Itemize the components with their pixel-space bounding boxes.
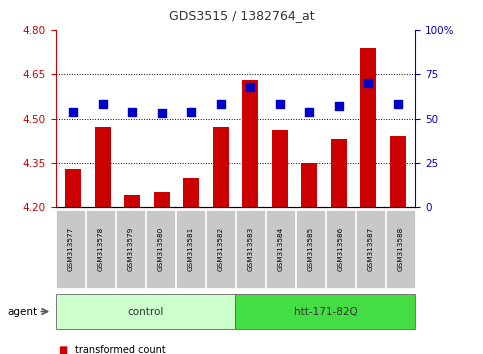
Point — [99, 102, 107, 107]
Bar — [330, 139, 347, 207]
Point — [335, 103, 342, 109]
Text: htt-171-82Q: htt-171-82Q — [294, 307, 357, 316]
Bar — [124, 195, 141, 207]
Point — [187, 109, 195, 114]
Bar — [360, 48, 376, 207]
Point — [364, 80, 372, 86]
Text: GSM313577: GSM313577 — [68, 227, 73, 271]
Bar — [95, 127, 111, 207]
Point — [217, 102, 225, 107]
Point — [246, 84, 254, 90]
Text: GSM313583: GSM313583 — [247, 227, 254, 271]
Text: GSM313581: GSM313581 — [187, 227, 194, 271]
Text: GSM313578: GSM313578 — [98, 227, 103, 271]
Point — [128, 109, 136, 114]
Point — [276, 102, 284, 107]
Text: GSM313582: GSM313582 — [217, 227, 224, 271]
Text: ■: ■ — [58, 346, 67, 354]
Text: GSM313587: GSM313587 — [368, 227, 373, 271]
Bar — [213, 127, 229, 207]
Text: agent: agent — [7, 307, 37, 316]
Bar — [390, 136, 406, 207]
Text: GDS3515 / 1382764_at: GDS3515 / 1382764_at — [169, 9, 314, 22]
Text: GSM313580: GSM313580 — [157, 227, 164, 271]
Bar — [183, 178, 199, 207]
Bar — [271, 130, 288, 207]
Text: GSM313585: GSM313585 — [307, 227, 313, 271]
Text: GSM313584: GSM313584 — [277, 227, 284, 271]
Bar — [154, 192, 170, 207]
Text: GSM313579: GSM313579 — [128, 227, 133, 271]
Text: GSM313586: GSM313586 — [338, 227, 343, 271]
Text: GSM313588: GSM313588 — [398, 227, 403, 271]
Point — [305, 109, 313, 114]
Point — [70, 109, 77, 114]
Text: transformed count: transformed count — [75, 346, 166, 354]
Bar — [242, 80, 258, 207]
Point — [394, 102, 401, 107]
Bar — [65, 169, 81, 207]
Text: control: control — [128, 307, 164, 316]
Point — [158, 110, 166, 116]
Bar — [301, 163, 317, 207]
